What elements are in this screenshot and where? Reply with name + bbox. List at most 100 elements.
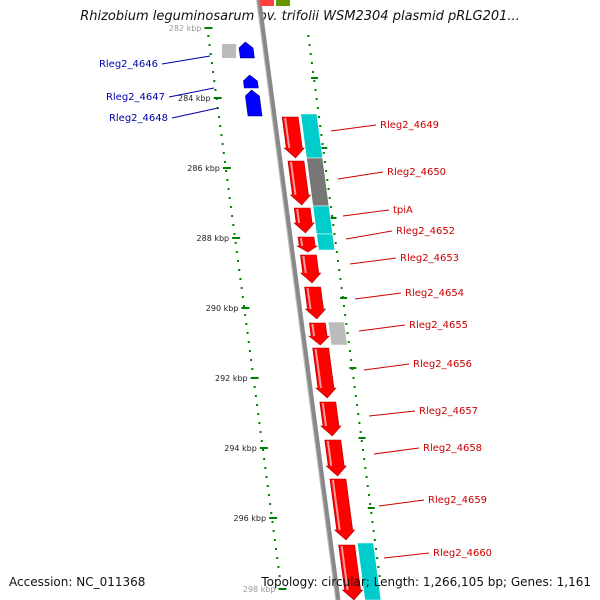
- outer-ring-dot: [361, 449, 364, 451]
- outer-ring-dot: [377, 566, 380, 568]
- scale-ring-dot: [248, 350, 251, 352]
- gene-leader-line: [337, 171, 384, 180]
- outer-ring-dot: [340, 287, 343, 289]
- forward-cds-arrow: [338, 544, 364, 600]
- outer-ring-dot: [373, 539, 376, 541]
- scale-ring-dot: [263, 458, 266, 460]
- scale-ring-dot: [239, 278, 242, 280]
- outer-ring-dot: [371, 521, 374, 523]
- scale-ring-dot: [254, 395, 257, 397]
- outer-ring-dot: [375, 548, 378, 550]
- scale-ring-dot: [271, 521, 274, 523]
- gene-label: Rleg2_4658: [423, 443, 482, 454]
- scale-label: 296 kbp: [233, 514, 266, 523]
- scale-ring-dot: [228, 197, 231, 199]
- scale-ring-dot: [221, 143, 224, 145]
- scale-ring-dot: [210, 62, 213, 64]
- outer-ring-dot: [337, 260, 340, 262]
- scale-label: 288 kbp: [197, 234, 230, 243]
- cog-block: [312, 205, 333, 235]
- outer-ring-dot: [365, 476, 368, 478]
- cds-shine: [314, 348, 322, 389]
- scale-ring-dot: [212, 71, 215, 73]
- forward-cds-arrow: [308, 322, 330, 346]
- scale-ring-dot: [247, 341, 250, 343]
- scale-ring-dot: [275, 548, 278, 550]
- outer-ring-dot: [372, 530, 375, 532]
- top-feature: [276, 0, 290, 6]
- outer-ring-dot: [309, 53, 312, 55]
- outer-ring-dot: [328, 197, 331, 199]
- outer-ring-dot: [319, 125, 322, 127]
- scale-ring-dot: [218, 116, 221, 118]
- gene-leader-line: [378, 499, 425, 507]
- forward-cds-arrow: [304, 286, 327, 320]
- outer-ring-dot: [332, 224, 335, 226]
- outer-ring-dot: [322, 152, 325, 154]
- scale-ring-dot: [270, 512, 273, 514]
- scale-ring-dot: [245, 323, 248, 325]
- outer-ring-dot: [357, 413, 360, 415]
- scale-ring-dot: [238, 269, 241, 271]
- outer-ring-dot: [347, 341, 350, 343]
- scale-ring-dot: [235, 251, 238, 253]
- gene-leader-line: [345, 230, 393, 240]
- outer-ring-dot: [353, 386, 356, 388]
- outer-ring-dot: [378, 575, 381, 577]
- scale-label: 284 kbp: [178, 94, 211, 103]
- gene-label: tpiA: [393, 205, 413, 216]
- gene-label: Rleg2_4649: [380, 120, 439, 131]
- gene-label: Rleg2_4650: [387, 167, 446, 178]
- outer-ring-dot: [315, 98, 318, 100]
- gene-label: Rleg2_4659: [428, 495, 487, 506]
- scale-ring-dot: [272, 530, 275, 532]
- scale-ring-dot: [237, 260, 240, 262]
- reverse-cds-arrow: [243, 74, 259, 89]
- gene-label: Rleg2_4654: [405, 288, 464, 299]
- outer-ring-dot: [333, 233, 336, 235]
- outer-ring-dot: [310, 62, 313, 64]
- scale-ring-dot: [240, 287, 243, 289]
- scale-ring-dot: [213, 80, 216, 82]
- outer-ring-dot: [366, 485, 369, 487]
- cog-block: [300, 113, 323, 159]
- gene-label: Rleg2_4652: [396, 226, 455, 237]
- outer-ring-dot: [339, 278, 342, 280]
- gene-label: Rleg2_4648: [109, 113, 168, 124]
- cds-shine: [296, 208, 301, 224]
- scale-ring-dot: [226, 179, 229, 181]
- outer-ring-dot: [356, 404, 359, 406]
- gene-label: Rleg2_4646: [99, 59, 158, 70]
- forward-cds-arrow: [329, 478, 356, 541]
- outer-ring-dot: [363, 458, 366, 460]
- outer-ring-dot: [342, 305, 345, 307]
- gene-leader-line: [349, 257, 397, 265]
- scale-ring-dot: [222, 152, 225, 154]
- scale-ring-dot: [258, 422, 261, 424]
- scale-label: 290 kbp: [206, 304, 239, 313]
- outer-ring-dot: [359, 431, 362, 433]
- outer-ring-dot: [314, 89, 317, 91]
- cds-shine: [300, 237, 304, 247]
- cds-shine: [321, 402, 327, 427]
- scale-ring-dot: [269, 503, 272, 505]
- cog-block: [306, 157, 330, 207]
- scale-ring-dot: [232, 224, 235, 226]
- cog-block: [316, 233, 336, 251]
- scale-ring-dot: [251, 368, 254, 370]
- outer-ring-dot: [312, 71, 315, 73]
- forward-cds-arrow: [324, 439, 347, 477]
- outer-ring-dot: [346, 332, 349, 334]
- scale-ring-dot: [246, 332, 249, 334]
- scale-label: 282 kbp: [169, 24, 202, 33]
- forward-cds-arrow: [299, 254, 322, 284]
- gene-leader-line: [161, 55, 211, 65]
- gene-label: Rleg2_4660: [433, 548, 492, 559]
- outer-ring-dot: [369, 503, 372, 505]
- cds-shine: [289, 161, 297, 196]
- outer-ring-dot: [334, 242, 337, 244]
- outer-ring-dot: [313, 80, 316, 82]
- cds-shine: [326, 440, 333, 467]
- outer-ring-dot: [335, 251, 338, 253]
- scale-ring-dot: [278, 575, 281, 577]
